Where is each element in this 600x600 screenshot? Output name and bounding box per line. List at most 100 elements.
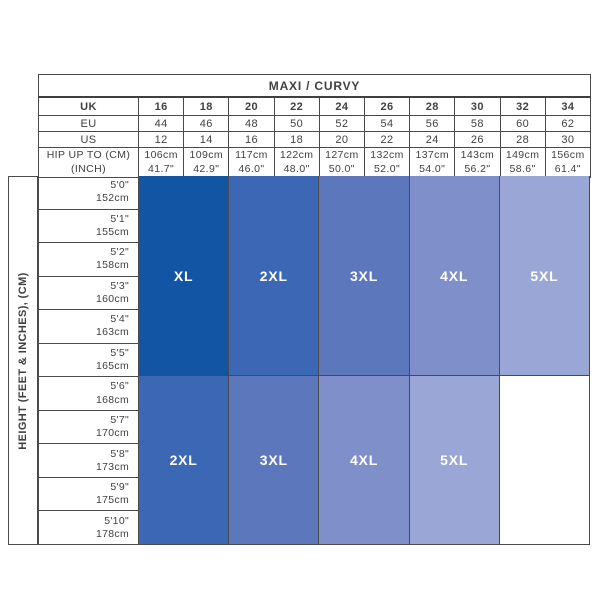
us-size-cell: 30 [544, 131, 591, 148]
hip-cm-value: 156cm [551, 149, 585, 162]
uk-size-cell: 22 [273, 96, 320, 116]
size-matrix: XL 2XL 3XL 4XL 5XL 2XL 3XL 4XL 5XL [138, 176, 590, 545]
height-cm-value: 168cm [95, 393, 129, 406]
hip-cell: 127cm 50.0" [318, 147, 365, 178]
hip-inch-value: 58.6" [509, 162, 536, 175]
us-size-cell: 28 [499, 131, 546, 148]
hip-row-label-line: HIP UP TO (CM) [46, 149, 131, 162]
hip-inch-value: 42.9" [193, 162, 220, 175]
uk-row: UK 16 18 20 22 24 26 28 30 32 34 [38, 96, 591, 116]
height-row-label: 5'6" 168cm [39, 377, 138, 411]
size-block-3xl: 3XL [319, 176, 410, 377]
size-block-label: 2XL [259, 267, 288, 284]
eu-size-cell: 52 [318, 115, 365, 132]
uk-size-cell: 16 [137, 96, 185, 116]
height-row-label: 5'8" 173cm [39, 444, 138, 478]
us-size-cell: 16 [228, 131, 275, 148]
us-size-cell: 26 [454, 131, 501, 148]
eu-size-cell: 62 [544, 115, 591, 132]
us-size-cell: 22 [363, 131, 411, 148]
height-cm-value: 165cm [95, 360, 129, 372]
height-row-label: 5'4" 163cm [39, 310, 138, 344]
hip-cm-value: 132cm [370, 149, 404, 162]
hip-cm-value: 117cm [235, 149, 268, 162]
eu-size-cell: 46 [183, 115, 230, 132]
hip-cell: 149cm 58.6" [499, 147, 546, 178]
hip-cell: 106cm 41.7" [137, 147, 185, 178]
title-row: MAXI / CURVY [38, 74, 591, 98]
size-block-label: 4XL [349, 452, 379, 469]
us-size-cell: 12 [137, 131, 185, 148]
hip-cm-value: 137cm [415, 149, 449, 162]
size-block-label: XL [173, 267, 194, 284]
size-block-4xl: 4XL [409, 176, 500, 377]
uk-size-cell: 18 [183, 96, 230, 116]
eu-row-label: EU [38, 115, 139, 132]
eu-size-cell: 58 [454, 115, 501, 132]
height-axis-box: HEIGHT (FEET & INCHES), (CM) [8, 176, 38, 545]
size-block-3xl: 3XL [229, 376, 320, 544]
uk-size-cell: 26 [363, 96, 411, 116]
uk-row-label: UK [38, 96, 139, 116]
height-feet-value: 5'2" [110, 246, 129, 259]
height-row-label: 5'5" 165cm [39, 344, 138, 378]
size-header-table: MAXI / CURVY UK 16 18 20 22 24 26 28 30 32 34 EU 44 4… [38, 74, 591, 178]
height-row-label: 5'1" 155cm [39, 210, 138, 244]
hip-cm-value: 109cm [189, 149, 224, 162]
height-cm-value: 158cm [95, 259, 129, 272]
size-block-label: 5XL [530, 267, 559, 284]
hip-cm-value: 127cm [325, 149, 359, 162]
size-band-tall-heights: 2XL 3XL 4XL 5XL [139, 376, 590, 544]
hip-cm-value: 106cm [144, 149, 178, 162]
us-size-cell: 14 [183, 131, 230, 148]
hip-cell: 132cm 52.0" [363, 147, 411, 178]
height-row-label: 5'0" 152cm [39, 176, 138, 210]
height-row-label: 5'7" 170cm [39, 411, 138, 445]
hip-inch-value: 52.0" [373, 162, 401, 175]
height-cm-value: 160cm [95, 292, 129, 305]
hip-row-label-line: (INCH) [70, 162, 107, 175]
height-row-label: 5'2" 158cm [39, 243, 138, 277]
size-block-2xl: 2XL [139, 376, 230, 544]
hip-inch-value: 56.2" [464, 162, 491, 175]
hip-row: HIP UP TO (CM) (INCH) 106cm 41.7" 109cm 42.9"… [38, 147, 591, 178]
eu-size-cell: 48 [228, 115, 275, 132]
eu-size-cell: 56 [409, 115, 456, 132]
size-block-xl: XL [139, 176, 230, 377]
us-size-cell: 24 [409, 131, 456, 148]
hip-row-label: HIP UP TO (CM) (INCH) [38, 147, 139, 178]
size-block-label: 4XL [440, 267, 469, 284]
eu-size-cell: 60 [499, 115, 546, 132]
height-feet-value: 5'4" [110, 313, 129, 326]
height-feet-value: 5'8" [110, 447, 129, 460]
size-block-label: 2XL [169, 452, 198, 469]
hip-cm-value: 143cm [460, 149, 495, 162]
hip-cell: 122cm 48.0" [273, 147, 320, 178]
height-feet-value: 5'3" [110, 279, 129, 292]
height-feet-value: 5'0" [110, 179, 129, 192]
size-block-5xl: 5XL [499, 176, 590, 377]
uk-size-cell: 34 [544, 96, 591, 116]
size-block-4xl: 4XL [319, 376, 410, 544]
height-feet-value: 5'7" [110, 413, 129, 426]
height-feet-value: 5'6" [110, 380, 129, 393]
eu-size-cell: 44 [137, 115, 185, 132]
size-block-label: 3XL [259, 452, 288, 469]
us-size-cell: 20 [318, 131, 365, 148]
eu-size-cell: 54 [363, 115, 411, 132]
height-feet-value: 5'10" [104, 514, 129, 527]
height-cm-value: 173cm [95, 460, 129, 473]
hip-cell: 109cm 42.9" [183, 147, 230, 178]
height-feet-value: 5'5" [110, 346, 129, 359]
us-row-label: US [38, 131, 139, 148]
hip-cm-value: 149cm [505, 149, 540, 162]
empty-size-cell [499, 376, 590, 544]
height-cm-value: 155cm [95, 225, 129, 238]
hip-cell: 137cm 54.0" [409, 147, 456, 178]
height-row-label: 5'3" 160cm [39, 277, 138, 311]
height-axis-label: HEIGHT (FEET & INCHES), (CM) [17, 271, 29, 450]
us-row: US 12 14 16 18 20 22 24 26 28 30 [38, 131, 591, 148]
hip-inch-value: 46.0" [238, 162, 265, 175]
size-block-label: 3XL [349, 267, 379, 284]
hip-inch-value: 61.4" [554, 162, 581, 175]
